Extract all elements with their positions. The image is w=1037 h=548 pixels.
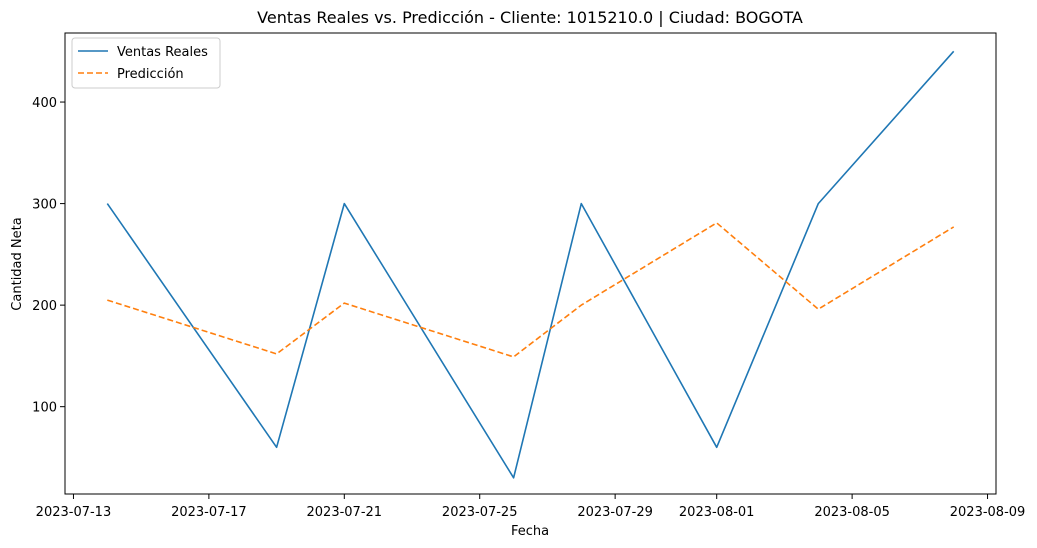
x-tick-label: 2023-08-09 [950, 505, 1026, 520]
series-line-ventas-reales [106, 50, 955, 479]
x-tick-label: 2023-07-21 [307, 505, 383, 520]
legend-box [71, 37, 221, 89]
legend-label: Predicción [117, 67, 184, 82]
x-tick-label: 2023-08-05 [814, 505, 890, 520]
legend-label: Ventas Reales [117, 45, 208, 60]
series-line-prediccion [107, 222, 955, 358]
x-tick-label: 2023-07-25 [442, 505, 518, 520]
plot-frame [64, 32, 997, 495]
y-axis-label: Cantidad Neta [10, 217, 25, 310]
y-tick-label: 400 [32, 96, 57, 111]
chart-title: Ventas Reales vs. Predicción - Cliente: … [257, 8, 803, 27]
x-tick-label: 2023-07-13 [36, 505, 112, 520]
x-tick-label: 2023-07-29 [577, 505, 653, 520]
y-tick-label: 200 [32, 299, 57, 314]
x-tick-label: 2023-08-01 [679, 505, 755, 520]
x-axis-label: Fecha [511, 524, 549, 539]
y-tick-label: 100 [32, 401, 57, 416]
x-tick-label: 2023-07-17 [171, 505, 247, 520]
y-tick-label: 300 [32, 198, 57, 213]
legend: Ventas Reales Predicción [71, 37, 221, 89]
